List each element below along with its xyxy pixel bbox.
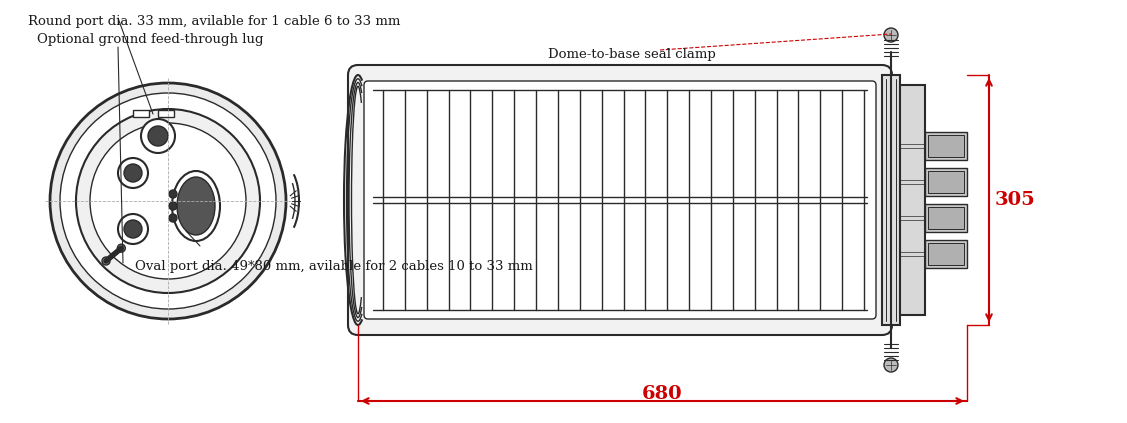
Circle shape xyxy=(90,123,246,279)
Bar xyxy=(925,168,967,196)
Text: 305: 305 xyxy=(995,191,1036,209)
Circle shape xyxy=(60,93,276,309)
Circle shape xyxy=(169,214,177,222)
Bar xyxy=(928,171,964,193)
Circle shape xyxy=(124,220,142,238)
Text: Round port dia. 33 mm, avilable for 1 cable 6 to 33 mm: Round port dia. 33 mm, avilable for 1 ca… xyxy=(28,15,400,28)
Bar xyxy=(882,75,900,325)
Circle shape xyxy=(169,190,177,198)
Bar xyxy=(925,240,967,268)
Bar xyxy=(928,135,964,157)
Bar xyxy=(133,110,149,117)
Circle shape xyxy=(50,83,286,319)
FancyBboxPatch shape xyxy=(348,65,891,335)
Text: 680: 680 xyxy=(642,385,683,403)
Circle shape xyxy=(117,244,125,252)
Text: Oval port dia. 49*80 mm, avilable for 2 cables 10 to 33 mm: Oval port dia. 49*80 mm, avilable for 2 … xyxy=(135,260,533,273)
Bar xyxy=(928,243,964,265)
Circle shape xyxy=(169,202,177,210)
Ellipse shape xyxy=(172,171,220,241)
Circle shape xyxy=(124,164,142,182)
Ellipse shape xyxy=(177,177,215,235)
Bar xyxy=(925,204,967,232)
Circle shape xyxy=(118,158,148,188)
Circle shape xyxy=(884,358,898,372)
Circle shape xyxy=(103,257,110,265)
Bar xyxy=(158,110,174,117)
Circle shape xyxy=(141,119,175,153)
Circle shape xyxy=(118,214,148,244)
Text: Optional ground feed-through lug: Optional ground feed-through lug xyxy=(37,33,264,46)
Text: Dome-to-base seal clamp: Dome-to-base seal clamp xyxy=(548,48,716,61)
Circle shape xyxy=(884,28,898,42)
Bar xyxy=(900,85,925,315)
FancyBboxPatch shape xyxy=(364,81,876,319)
Bar xyxy=(925,132,967,160)
Circle shape xyxy=(76,109,260,293)
Circle shape xyxy=(148,126,168,146)
Bar xyxy=(928,207,964,229)
